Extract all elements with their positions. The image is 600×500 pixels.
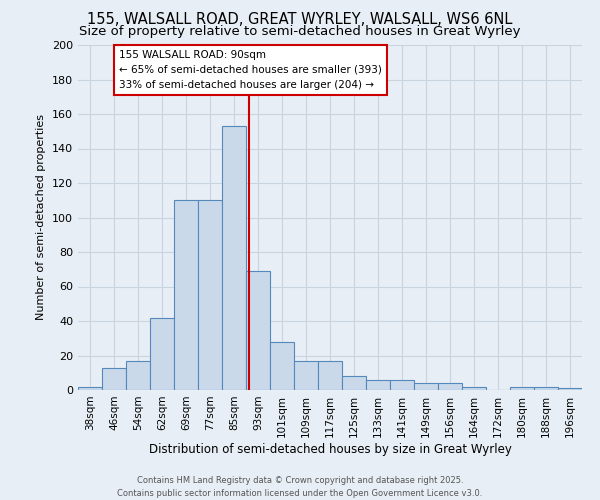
Text: 155 WALSALL ROAD: 90sqm
← 65% of semi-detached houses are smaller (393)
33% of s: 155 WALSALL ROAD: 90sqm ← 65% of semi-de… [119,50,382,90]
Bar [78,386,102,390]
Bar [558,388,582,390]
Bar [366,380,390,390]
Bar [126,360,150,390]
Bar [198,200,222,390]
Bar [414,383,438,390]
Bar [222,126,246,390]
Bar [390,380,414,390]
Bar [510,386,534,390]
Bar [462,386,486,390]
Bar [294,360,318,390]
Bar [246,271,270,390]
Bar [270,342,294,390]
Y-axis label: Number of semi-detached properties: Number of semi-detached properties [37,114,46,320]
Bar [534,386,558,390]
Bar [150,318,174,390]
Bar [318,360,342,390]
Bar [438,383,462,390]
X-axis label: Distribution of semi-detached houses by size in Great Wyrley: Distribution of semi-detached houses by … [149,442,511,456]
Bar [102,368,126,390]
Bar [342,376,366,390]
Text: Size of property relative to semi-detached houses in Great Wyrley: Size of property relative to semi-detach… [79,25,521,38]
Text: 155, WALSALL ROAD, GREAT WYRLEY, WALSALL, WS6 6NL: 155, WALSALL ROAD, GREAT WYRLEY, WALSALL… [88,12,512,28]
Bar [174,200,198,390]
Text: Contains HM Land Registry data © Crown copyright and database right 2025.
Contai: Contains HM Land Registry data © Crown c… [118,476,482,498]
